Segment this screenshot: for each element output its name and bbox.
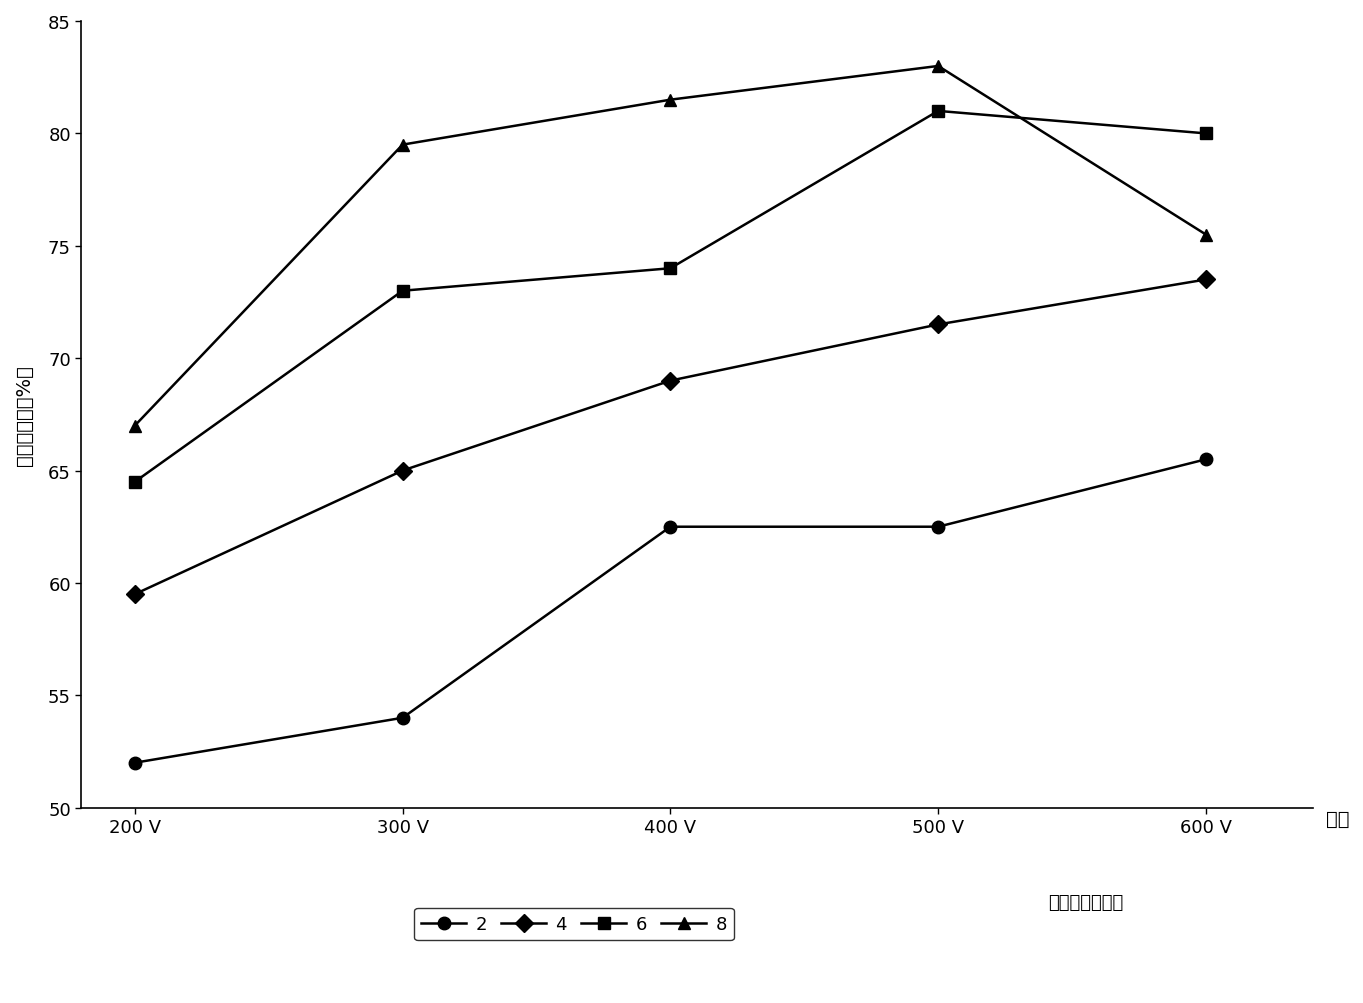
2 [127, 757, 143, 769]
Line: 8: 8 [128, 60, 1212, 432]
6 [394, 286, 410, 298]
Line: 2: 2 [128, 453, 1212, 769]
Y-axis label: 锄去除效率（%）: 锄去除效率（%） [15, 364, 34, 465]
8 [1198, 230, 1214, 242]
8 [930, 61, 946, 73]
8 [127, 420, 143, 432]
4 [930, 319, 946, 331]
2 [394, 712, 410, 724]
2 [930, 522, 946, 534]
4 [662, 375, 679, 387]
4 [127, 589, 143, 601]
2 [1198, 453, 1214, 465]
4 [1198, 274, 1214, 286]
6 [662, 263, 679, 275]
6 [1198, 128, 1214, 140]
6 [930, 105, 946, 117]
2 [662, 522, 679, 534]
Text: 电压: 电压 [1326, 809, 1349, 828]
Line: 6: 6 [128, 105, 1212, 488]
8 [662, 94, 679, 106]
Legend: 2, 4, 6, 8: 2, 4, 6, 8 [414, 908, 735, 940]
Line: 4: 4 [128, 274, 1212, 601]
6 [127, 476, 143, 488]
Text: 修复时间（天）: 修复时间（天） [1048, 894, 1123, 911]
4 [394, 465, 410, 477]
8 [394, 139, 410, 151]
